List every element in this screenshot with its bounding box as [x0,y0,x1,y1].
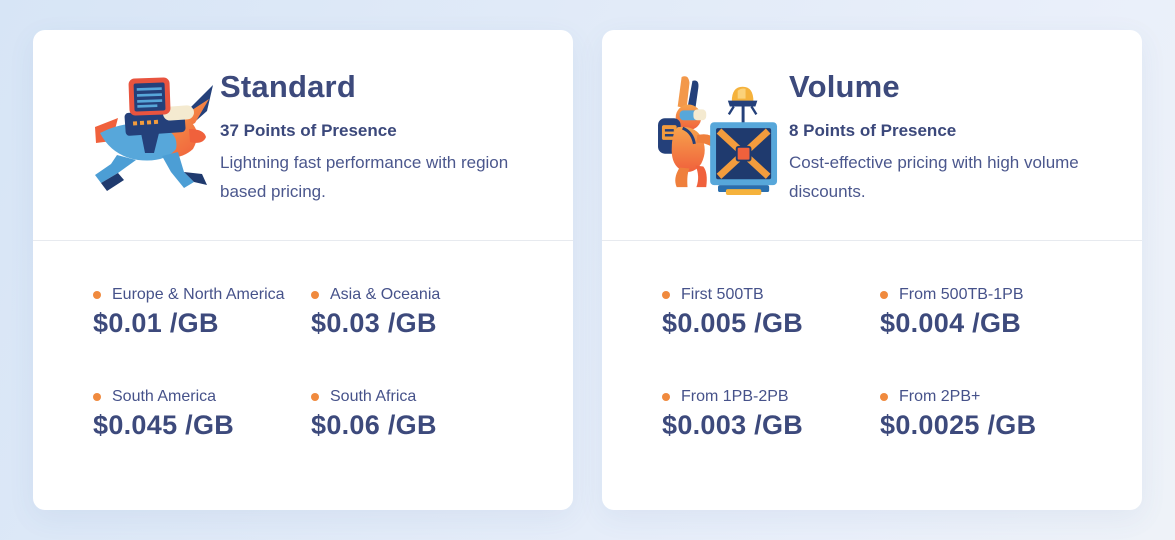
tier-range: First 500TB [681,286,764,303]
tier-first-500tb: First 500TB $0.005 /GB [662,286,880,339]
tier-region: Europe & North America [112,286,285,303]
card-description: Cost-effective pricing with high volume … [789,152,1079,201]
card-title: Volume [789,68,900,104]
tier-region: South Africa [330,388,417,405]
tier-label: From 1PB-2PB [662,388,880,406]
tier-price: $0.003 /GB [662,410,804,440]
tier-label: Europe & North America [93,286,311,304]
bullet-icon [880,393,888,401]
bunny-running-with-camera-icon [83,75,217,195]
points-of-presence: 37 Points of Presence [220,120,397,140]
tier-region: South America [112,388,217,405]
tier-range: From 2PB+ [899,388,981,405]
card-title: Standard [220,68,356,104]
bullet-icon [311,393,319,401]
volume-pricing-grid: First 500TB $0.005 /GB From 500TB-1PB $0… [602,241,1142,441]
standard-header-text: Standard 37 Points of Presence Lightning… [220,65,536,206]
tier-2pb-plus: From 2PB+ $0.0025 /GB [880,388,1102,441]
volume-header-text: Volume 8 Points of Presence Cost-effecti… [789,65,1105,206]
tier-1pb-2pb: From 1PB-2PB $0.003 /GB [662,388,880,441]
bullet-icon [93,393,101,401]
pricing-card-volume[interactable]: Volume 8 Points of Presence Cost-effecti… [602,30,1142,510]
tier-price: $0.004 /GB [880,308,1022,338]
tier-price: $0.06 /GB [311,410,437,440]
tier-price: $0.01 /GB [93,308,219,338]
tier-label: From 500TB-1PB [880,286,1102,304]
pricing-card-standard[interactable]: Standard 37 Points of Presence Lightning… [33,30,573,510]
bunny-with-crate-and-lamp-icon [652,75,786,195]
tier-price: $0.03 /GB [311,308,437,338]
divider [33,240,573,241]
divider [602,240,1142,241]
tier-asia-oceania: Asia & Oceania $0.03 /GB [311,286,533,339]
tier-label: South Africa [311,388,533,406]
tier-range: From 1PB-2PB [681,388,789,405]
bullet-icon [311,291,319,299]
tier-range: From 500TB-1PB [899,286,1024,303]
tier-label: South America [93,388,311,406]
tier-label: Asia & Oceania [311,286,533,304]
tier-label: First 500TB [662,286,880,304]
card-description: Lightning fast performance with region b… [220,152,509,201]
tier-price: $0.0025 /GB [880,410,1037,440]
standard-pricing-grid: Europe & North America $0.01 /GB Asia & … [33,241,573,441]
tier-price: $0.045 /GB [93,410,235,440]
bullet-icon [880,291,888,299]
tier-label: From 2PB+ [880,388,1102,406]
bullet-icon [93,291,101,299]
tier-south-america: South America $0.045 /GB [93,388,311,441]
tier-500tb-1pb: From 500TB-1PB $0.004 /GB [880,286,1102,339]
tier-south-africa: South Africa $0.06 /GB [311,388,533,441]
tier-price: $0.005 /GB [662,308,804,338]
tier-region: Asia & Oceania [330,286,441,303]
bullet-icon [662,291,670,299]
bullet-icon [662,393,670,401]
volume-card-header: Volume 8 Points of Presence Cost-effecti… [602,30,1142,240]
standard-card-header: Standard 37 Points of Presence Lightning… [33,30,573,240]
tier-europe-north-america: Europe & North America $0.01 /GB [93,286,311,339]
points-of-presence: 8 Points of Presence [789,120,957,140]
